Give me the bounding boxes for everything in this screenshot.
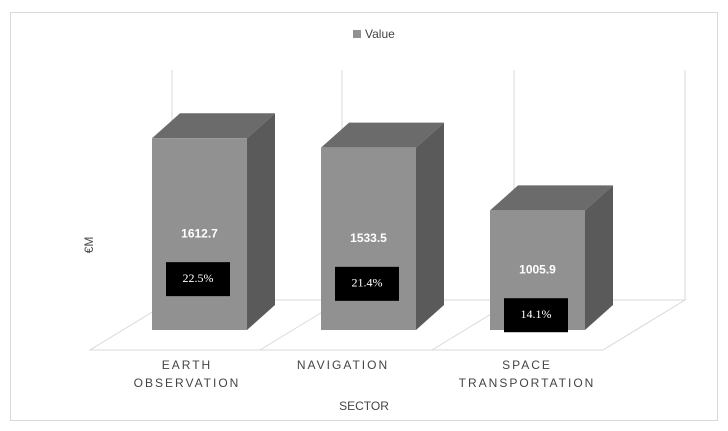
- legend-label: Value: [365, 27, 395, 41]
- annotation-box: [335, 266, 399, 301]
- bar-side: [585, 185, 613, 330]
- annotation: 14.1%: [521, 307, 552, 321]
- x-tick-label: EARTH OBSERVATION: [134, 358, 241, 390]
- value-label: 1533.5: [350, 231, 387, 245]
- y-axis-title: €M: [82, 237, 96, 254]
- annotation: 21.4%: [352, 276, 383, 290]
- bar-top: [152, 113, 275, 139]
- value-label: 1612.7: [181, 226, 218, 240]
- legend-swatch: [353, 30, 361, 38]
- bar-top: [490, 185, 613, 211]
- bar-side: [416, 122, 444, 330]
- x-axis-title: SECTOR: [339, 399, 389, 413]
- annotation: 22.5%: [183, 271, 214, 285]
- value-label: 1005.9: [519, 262, 556, 276]
- x-tick-label: SPACE TRANSPORTATION: [459, 358, 596, 390]
- bar-top: [321, 122, 444, 148]
- bar: [152, 138, 247, 330]
- x-tick-label: NAVIGATION: [297, 358, 389, 372]
- bar-side: [247, 113, 275, 331]
- annotation-box: [504, 298, 568, 333]
- annotation-box: [166, 262, 230, 297]
